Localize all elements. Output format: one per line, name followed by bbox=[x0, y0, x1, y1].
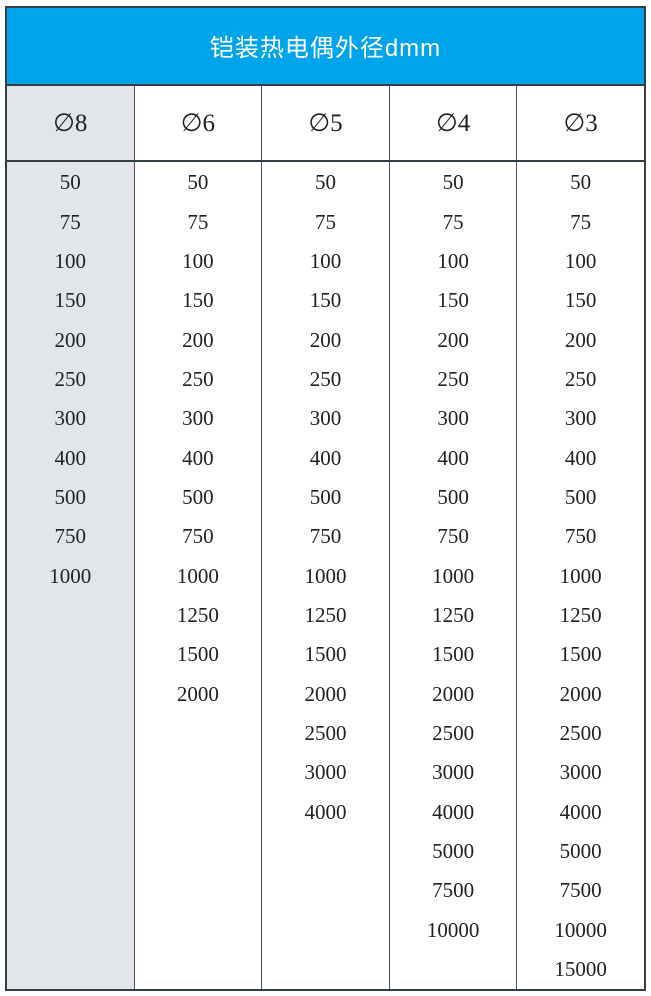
value-cell: 150 bbox=[54, 288, 87, 313]
value-cell: 75 bbox=[442, 209, 464, 234]
value-cell: 400 bbox=[309, 445, 342, 470]
value-cell: 1250 bbox=[559, 602, 602, 627]
value-cell: 400 bbox=[564, 445, 597, 470]
value-cell: 300 bbox=[182, 406, 214, 431]
value-cell: 75 bbox=[570, 209, 592, 234]
value-cell: 200 bbox=[54, 327, 87, 352]
value-cell: 500 bbox=[564, 484, 597, 509]
value-cell: 500 bbox=[182, 484, 214, 509]
value-cell: 2500 bbox=[432, 720, 475, 745]
value-cell: 2000 bbox=[176, 681, 219, 706]
value-cell: 200 bbox=[309, 327, 342, 352]
column-header-d5: ∅5 bbox=[262, 85, 390, 161]
value-cell: 150 bbox=[309, 288, 342, 313]
value-cell: 200 bbox=[564, 327, 597, 352]
value-cell: 250 bbox=[54, 366, 87, 391]
value-cell: 15000 bbox=[554, 956, 607, 981]
column-values-d5: 50 75 100 150 200 250 300 400 500 750 1000 1250 1500… bbox=[262, 162, 390, 989]
value-cell: 75 bbox=[314, 209, 336, 234]
value-cell: 100 bbox=[182, 248, 214, 273]
value-cell: 5000 bbox=[432, 838, 475, 863]
column-header-d6: ∅6 bbox=[135, 85, 263, 161]
column-header-d4: ∅4 bbox=[390, 85, 518, 161]
value-cell: 1000 bbox=[559, 563, 602, 588]
column-values-d6: 50 75 100 150 200 250 300 400 500 750 1000 1250 1500… bbox=[135, 162, 263, 989]
value-cell: 750 bbox=[54, 524, 87, 549]
value-cell: 1500 bbox=[176, 642, 219, 667]
value-cell: 1250 bbox=[432, 602, 475, 627]
value-cell: 10000 bbox=[554, 917, 607, 942]
value-cell: 1000 bbox=[49, 563, 92, 588]
value-cell: 50 bbox=[314, 170, 336, 195]
value-cell: 750 bbox=[309, 524, 342, 549]
value-cell: 250 bbox=[564, 366, 597, 391]
column-values-d3: 50 75 100 150 200 250 300 400 500 750 1000 1250 1500… bbox=[517, 162, 644, 989]
value-cell: 7500 bbox=[559, 878, 602, 903]
value-cell: 200 bbox=[437, 327, 469, 352]
value-cell: 300 bbox=[309, 406, 342, 431]
table-header-row: ∅8 ∅6 ∅5 ∅4 ∅3 bbox=[7, 85, 644, 163]
value-cell: 750 bbox=[564, 524, 597, 549]
value-cell: 500 bbox=[437, 484, 469, 509]
value-cell: 1000 bbox=[176, 563, 219, 588]
value-cell: 1500 bbox=[559, 642, 602, 667]
value-cell: 7500 bbox=[432, 878, 475, 903]
value-cell: 150 bbox=[564, 288, 597, 313]
value-cell: 150 bbox=[437, 288, 469, 313]
column-values-d8: 50 75 100 150 200 250 300 400 500 750 1000 bbox=[7, 162, 135, 989]
column-header-d3: ∅3 bbox=[563, 109, 598, 137]
thermocouple-diameter-table: 铠装热电偶外径dmm ∅8 ∅6 ∅5 ∅4 ∅3 50 75 100 150 200 2… bbox=[5, 6, 646, 991]
value-cell: 500 bbox=[309, 484, 342, 509]
value-cell: 750 bbox=[182, 524, 214, 549]
value-cell: 100 bbox=[564, 248, 597, 273]
column-header-d8: ∅8 bbox=[7, 85, 135, 161]
value-cell: 4000 bbox=[432, 799, 475, 824]
value-cell: 150 bbox=[182, 288, 214, 313]
value-cell: 300 bbox=[564, 406, 597, 431]
value-cell: 300 bbox=[54, 406, 87, 431]
value-cell: 1000 bbox=[432, 563, 475, 588]
value-cell: 50 bbox=[187, 170, 209, 195]
value-cell: 75 bbox=[59, 209, 81, 234]
value-cell: 2500 bbox=[304, 720, 347, 745]
value-cell: 2000 bbox=[559, 681, 602, 706]
value-cell: 250 bbox=[309, 366, 342, 391]
value-cell: 2500 bbox=[559, 720, 602, 745]
value-cell: 1500 bbox=[432, 642, 475, 667]
value-cell: 5000 bbox=[559, 838, 602, 863]
value-cell: 2000 bbox=[304, 681, 347, 706]
value-cell: 3000 bbox=[304, 760, 347, 785]
value-cell: 2000 bbox=[432, 681, 475, 706]
value-cell: 100 bbox=[437, 248, 469, 273]
value-cell: 50 bbox=[570, 170, 592, 195]
value-cell: 3000 bbox=[432, 760, 475, 785]
value-cell: 100 bbox=[54, 248, 87, 273]
value-cell: 75 bbox=[187, 209, 209, 234]
table-title-bar: 铠装热电偶外径dmm bbox=[7, 8, 644, 86]
value-cell: 200 bbox=[182, 327, 214, 352]
value-cell: 1250 bbox=[304, 602, 347, 627]
value-cell: 4000 bbox=[559, 799, 602, 824]
value-cell: 500 bbox=[54, 484, 87, 509]
value-cell: 750 bbox=[437, 524, 469, 549]
value-cell: 300 bbox=[437, 406, 469, 431]
value-cell: 400 bbox=[437, 445, 469, 470]
value-cell: 250 bbox=[437, 366, 469, 391]
value-cell: 10000 bbox=[426, 917, 480, 942]
value-cell: 3000 bbox=[559, 760, 602, 785]
value-cell: 400 bbox=[182, 445, 214, 470]
table-body: 50 75 100 150 200 250 300 400 500 750 1000 50 75 100… bbox=[7, 162, 644, 989]
value-cell: 1250 bbox=[176, 602, 219, 627]
value-cell: 100 bbox=[309, 248, 342, 273]
table-title: 铠装热电偶外径dmm bbox=[209, 35, 442, 63]
value-cell: 250 bbox=[182, 366, 214, 391]
value-cell: 400 bbox=[54, 445, 87, 470]
column-values-d4: 50 75 100 150 200 250 300 400 500 750 1000 1250 1500… bbox=[390, 162, 518, 989]
value-cell: 1500 bbox=[304, 642, 347, 667]
value-cell: 50 bbox=[442, 170, 464, 195]
value-cell: 50 bbox=[59, 170, 81, 195]
value-cell: 4000 bbox=[304, 799, 347, 824]
value-cell: 1000 bbox=[304, 563, 347, 588]
